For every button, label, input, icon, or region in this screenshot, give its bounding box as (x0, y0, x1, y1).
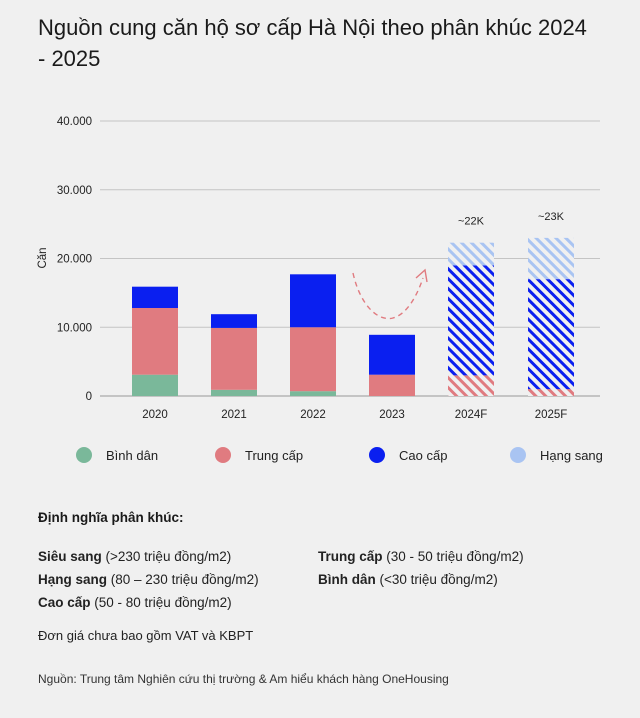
definition-name: Hạng sang (38, 572, 108, 587)
definition-name: Siêu sang (38, 549, 102, 564)
definition-cao-cap: Cao cấp (50 - 80 triệu đồng/m2) (38, 595, 232, 610)
definition-range: (50 - 80 triệu đồng/m2) (90, 595, 232, 610)
definition-range: (>230 triệu đồng/m2) (101, 549, 232, 564)
definitions-heading: Định nghĩa phân khúc: (38, 510, 184, 525)
x-tick-label: 2021 (221, 409, 247, 421)
legend-swatch (369, 447, 385, 463)
x-tick-label: 2023 (379, 409, 405, 421)
definition-binh-dan: Bình dân (<30 triệu đồng/m2) (318, 572, 498, 587)
bar-segment (369, 334, 415, 375)
x-tick-label: 2025F (535, 409, 568, 421)
trend-arrow (352, 272, 424, 320)
y-axis-label: Căn (37, 247, 49, 268)
data-label: ~22K (458, 216, 485, 228)
y-tick-label: 10.000 (57, 322, 92, 334)
x-tick-label: 2024F (455, 409, 488, 421)
legend-item: Trung cấp (215, 447, 303, 463)
definition-name: Cao cấp (38, 595, 91, 610)
definition-trung-cap: Trung cấp (30 - 50 triệu đồng/m2) (318, 549, 524, 564)
definition-sieu-sang: Siêu sang (>230 triệu đồng/m2) (38, 549, 231, 564)
y-tick-label: 20.000 (57, 254, 92, 266)
bar-segment (211, 314, 257, 328)
legend-label: Cao cấp (399, 447, 448, 463)
definition-range: (30 - 50 triệu đồng/m2) (382, 549, 524, 564)
legend-label: Hạng sang (540, 447, 603, 463)
bar-segment (528, 237, 574, 280)
legend-item: Cao cấp (369, 447, 447, 463)
bar-segment (448, 375, 494, 396)
definition-hang-sang: Hạng sang (80 – 230 triệu đồng/m2) (38, 572, 259, 587)
price-note: Đơn giá chưa bao gồm VAT và KBPT (38, 628, 254, 643)
definition-name: Bình dân (318, 572, 376, 587)
source-note: Nguồn: Trung tâm Nghiên cứu thị trường &… (38, 672, 449, 686)
definition-name: Trung cấp (318, 549, 383, 564)
data-label: ~23K (538, 211, 565, 223)
bar-segment (290, 391, 336, 396)
y-tick-label: 0 (86, 391, 92, 403)
y-tick-label: 30.000 (57, 185, 92, 197)
bar-segment (369, 374, 415, 396)
x-tick-label: 2022 (300, 409, 326, 421)
legend-item: Bình dân (76, 447, 158, 463)
legend-label: Bình dân (106, 447, 159, 463)
x-tick-label: 2020 (142, 409, 168, 421)
definition-range: (80 – 230 triệu đồng/m2) (107, 572, 259, 587)
legend-label: Trung cấp (245, 447, 304, 463)
legend-item: Hạng sang (510, 447, 603, 463)
trend-arrow-head (415, 268, 428, 283)
bar-segment (211, 389, 257, 396)
chart: 0 10.000 20.000 30.000 40.000 Căn 2020 2021 2022… (37, 116, 600, 421)
legend: Bình dân Trung cấp Cao cấp Hạng sang (0, 447, 640, 467)
bar-segment (448, 242, 494, 266)
bar-segment (132, 308, 178, 375)
legend-swatch (215, 447, 231, 463)
bar-segment (290, 274, 336, 328)
definition-range: (<30 triệu đồng/m2) (375, 572, 498, 587)
bar-segment (211, 327, 257, 390)
bar-segment (528, 279, 574, 390)
bar-segment (132, 286, 178, 308)
legend-swatch (76, 447, 92, 463)
page-title: Nguồn cung căn hộ sơ cấp Hà Nội theo phâ… (38, 15, 587, 71)
legend-swatch (510, 447, 526, 463)
bar-segment (132, 374, 178, 396)
bar-segment (290, 327, 336, 392)
bar-segment (528, 389, 574, 396)
bar-segment (448, 265, 494, 376)
y-tick-label: 40.000 (57, 116, 92, 128)
